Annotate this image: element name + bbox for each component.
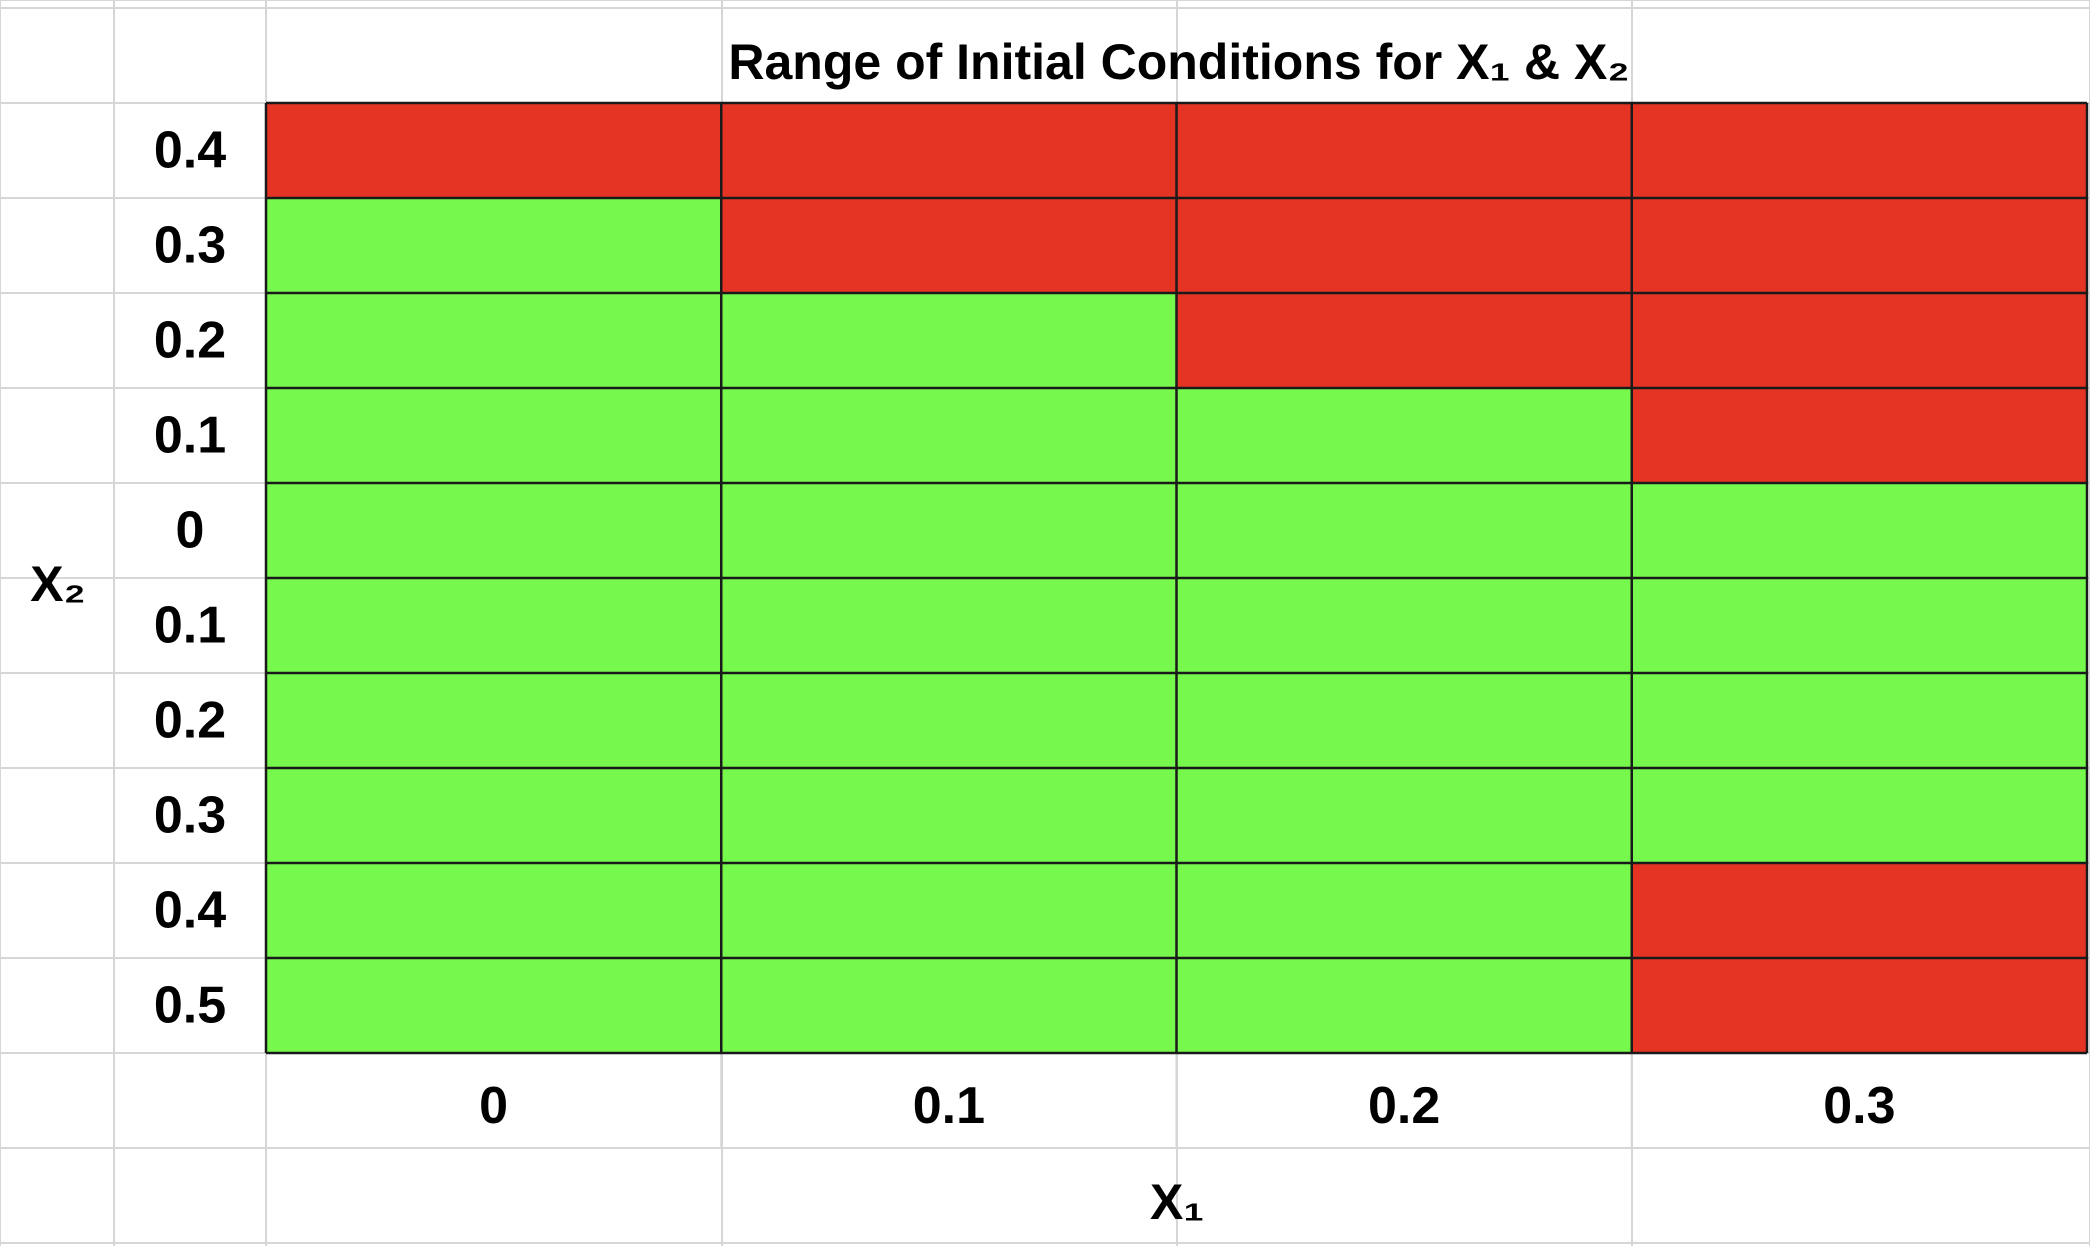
heatmap-cell-red	[1631, 863, 2087, 958]
heatmap-cell-green	[721, 293, 1177, 388]
heatmap-cell-green	[1176, 578, 1632, 673]
heatmap-cell-green	[266, 578, 722, 673]
y-tick-label: 0.1	[154, 407, 226, 465]
heatmap-cell-green	[721, 388, 1177, 483]
heatmap-cell-green	[266, 673, 722, 768]
heatmap-cell-borders	[264, 101, 2089, 1055]
chart-title: Range of Initial Conditions for X₁ & X₂	[728, 34, 1629, 90]
heatmap-cell-green	[721, 673, 1177, 768]
heatmap-cell-green	[266, 293, 722, 388]
heatmap-cell-green	[1176, 768, 1632, 863]
heatmap-cell-green	[1631, 768, 2087, 863]
heatmap-cell-red	[721, 103, 1177, 198]
x-tick-label: 0.2	[1368, 1077, 1440, 1135]
heatmap-cell-red	[1631, 198, 2087, 293]
heatmap-cell-green	[1176, 863, 1632, 958]
y-tick-label: 0.4	[154, 122, 226, 180]
y-axis-label: X₂	[30, 556, 86, 612]
heatmap-cell-green	[1176, 483, 1632, 578]
y-tick-label: 0.3	[154, 787, 226, 845]
heatmap-cell-green	[266, 958, 722, 1053]
heatmap-cell-green	[1631, 483, 2087, 578]
heatmap-cell-red	[1631, 388, 2087, 483]
heatmap-cell-green	[266, 863, 722, 958]
x-tick-labels: 0 0.1 0.2 0.3	[479, 1077, 1895, 1135]
heatmap-cell-green	[721, 768, 1177, 863]
y-tick-label: 0.2	[154, 692, 226, 750]
y-tick-label: 0	[176, 502, 205, 560]
x-tick-label: 0.1	[913, 1077, 985, 1135]
heatmap-cell-green	[721, 863, 1177, 958]
heatmap-cell-red	[1631, 293, 2087, 388]
heatmap-cell-green	[1176, 673, 1632, 768]
heatmap-cell-red	[721, 198, 1177, 293]
heatmap-cell-green	[266, 768, 722, 863]
heatmap-cell-red	[1176, 103, 1632, 198]
y-tick-label: 0.2	[154, 312, 226, 370]
y-tick-label: 0.1	[154, 597, 226, 655]
heatmap-cell-red	[1176, 293, 1632, 388]
x-tick-label: 0	[479, 1077, 508, 1135]
heatmap-cell-red	[266, 103, 722, 198]
y-tick-label: 0.3	[154, 217, 226, 275]
heatmap-cell-green	[721, 958, 1177, 1053]
heatmap-cell-green	[721, 578, 1177, 673]
heatmap-cell-green	[1176, 388, 1632, 483]
x-tick-label: 0.3	[1823, 1077, 1895, 1135]
heatmap-cell-green	[1176, 958, 1632, 1053]
heatmap-cell-red	[1631, 103, 2087, 198]
x-axis-label: X₁	[1150, 1174, 1204, 1230]
heatmap-cell-green	[266, 483, 722, 578]
y-tick-label: 0.5	[154, 977, 226, 1035]
heatmap-cell-green	[266, 198, 722, 293]
y-tick-labels: 0.4 0.3 0.2 0.1 0 0.1 0.2 0.3 0.4 0.5	[154, 122, 226, 1035]
heatmap-cells	[266, 103, 2087, 1053]
heatmap-cell-green	[266, 388, 722, 483]
heatmap-cell-green	[721, 483, 1177, 578]
heatmap-cell-red	[1176, 198, 1632, 293]
y-tick-label: 0.4	[154, 882, 226, 940]
heatmap-cell-green	[1631, 673, 2087, 768]
heatmap-cell-red	[1631, 958, 2087, 1053]
heatmap-cell-green	[1631, 578, 2087, 673]
